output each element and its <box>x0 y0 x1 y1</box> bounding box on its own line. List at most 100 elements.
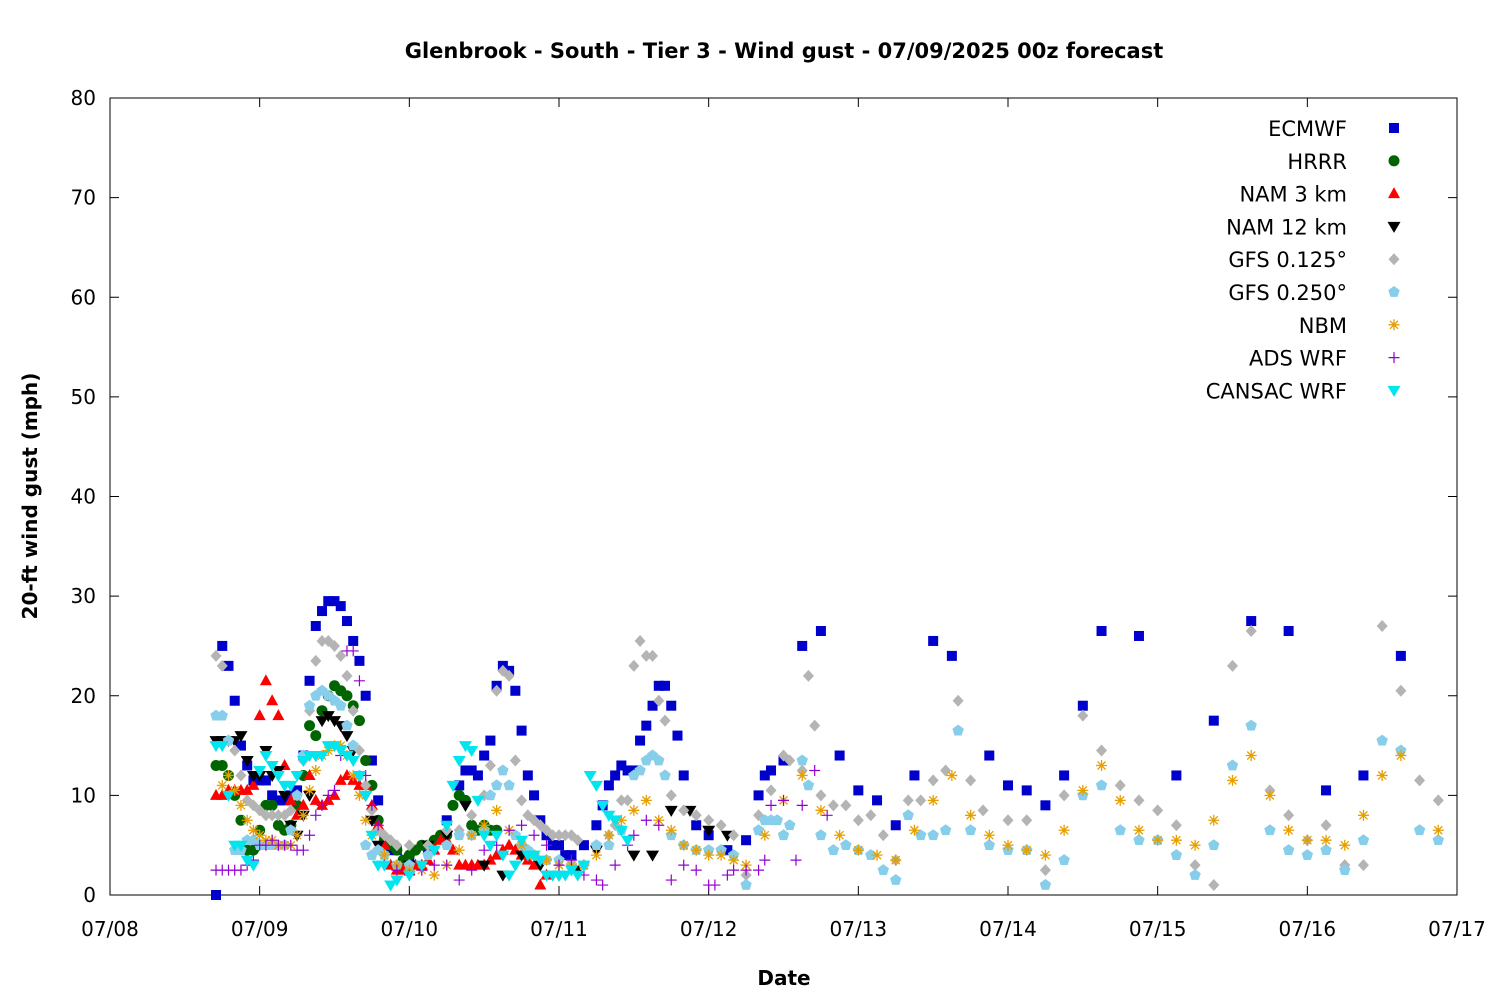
data-point-gfs-0-250 <box>1376 734 1388 746</box>
data-point-cansac-wrf <box>614 825 628 837</box>
data-point-nam-12-km <box>702 825 716 837</box>
data-point-nam-12-km <box>240 756 254 768</box>
data-point-cansac-wrf <box>483 840 497 852</box>
data-point-gfs-0-250 <box>1226 759 1239 771</box>
data-point-gfs-0-250 <box>902 809 914 821</box>
data-point-nbm <box>347 769 359 781</box>
data-point-nbm <box>304 784 316 796</box>
data-point-ecmwf <box>335 601 346 612</box>
data-point-gfs-0-125 <box>927 774 939 787</box>
data-point-gfs-0-125 <box>1021 814 1033 827</box>
data-point-ads-wrf <box>765 799 777 811</box>
data-point-gfs-0-250 <box>303 699 316 711</box>
data-point-gfs-0-125 <box>1189 859 1201 872</box>
data-point-cansac-wrf <box>334 746 348 758</box>
data-point-gfs-0-250 <box>1282 844 1295 856</box>
data-point-gfs-0-125 <box>1432 794 1444 807</box>
data-point-ads-wrf <box>266 834 278 846</box>
data-point-gfs-0-125 <box>1208 879 1220 892</box>
data-point-nam-3-km <box>216 788 229 800</box>
data-point-gfs-0-250 <box>1264 824 1276 836</box>
data-point-nbm <box>229 784 241 796</box>
x-axis-title: Date <box>757 966 810 990</box>
data-point-ads-wrf <box>478 844 490 856</box>
data-point-nbm <box>428 869 440 881</box>
data-point-ecmwf <box>323 596 334 607</box>
data-point-cansac-wrf <box>221 790 235 802</box>
data-point-nbm <box>254 829 266 841</box>
data-point-gfs-0-250 <box>827 844 840 856</box>
data-point-ecmwf <box>360 690 371 701</box>
data-point-gfs-0-125 <box>235 769 247 782</box>
data-point-ads-wrf <box>316 799 328 811</box>
data-point-gfs-0-125 <box>1414 774 1426 787</box>
y-tick-label: 40 <box>71 485 96 509</box>
data-point-ecmwf <box>1246 616 1257 627</box>
data-point-nam-3-km <box>340 768 353 780</box>
data-point-nam-3-km <box>446 843 459 855</box>
data-point-ecmwf <box>797 640 808 651</box>
data-point-gfs-0-125 <box>503 669 515 682</box>
data-point-nam-3-km <box>272 709 285 721</box>
data-point-gfs-0-250 <box>1357 834 1370 846</box>
data-point-ecmwf <box>485 735 496 746</box>
data-point-cansac-wrf <box>290 770 304 782</box>
data-point-cansac-wrf <box>515 835 529 847</box>
data-point-ads-wrf <box>503 824 515 836</box>
data-point-gfs-0-250 <box>422 849 434 860</box>
legend-label-ads-wrf: ADS WRF <box>1249 347 1347 371</box>
data-point-gfs-0-125 <box>260 809 272 822</box>
data-point-ads-wrf <box>391 864 403 876</box>
data-point-ecmwf <box>235 740 246 751</box>
data-point-gfs-0-125 <box>1096 744 1108 757</box>
data-point-ads-wrf <box>372 819 384 831</box>
legend-marker-gfs-0-250 <box>1388 286 1400 297</box>
data-point-gfs-0-125 <box>640 649 652 662</box>
data-point-gfs-0-125 <box>1077 709 1089 722</box>
data-point-cansac-wrf <box>502 870 516 882</box>
data-point-ecmwf <box>510 685 521 696</box>
data-point-nbm <box>1245 750 1257 762</box>
data-point-cansac-wrf <box>384 880 398 892</box>
data-point-gfs-0-250 <box>927 829 939 841</box>
data-point-gfs-0-125 <box>1170 819 1182 832</box>
data-point-cansac-wrf <box>571 870 585 882</box>
data-point-gfs-0-250 <box>216 709 228 721</box>
data-point-nbm <box>965 809 977 821</box>
data-point-nam-3-km <box>490 848 503 860</box>
data-point-cansac-wrf <box>583 770 597 782</box>
data-point-ecmwf <box>616 760 627 771</box>
data-point-nbm <box>241 814 253 826</box>
y-tick-label: 60 <box>71 285 96 309</box>
data-point-cansac-wrf <box>602 810 616 822</box>
data-point-ecmwf <box>1358 770 1369 781</box>
chart-title: Glenbrook - South - Tier 3 - Wind gust -… <box>405 39 1164 63</box>
data-point-gfs-0-250 <box>939 824 952 836</box>
data-point-gfs-0-250 <box>634 764 646 776</box>
data-point-gfs-0-250 <box>914 829 927 841</box>
data-point-ecmwf <box>1283 625 1294 636</box>
data-point-gfs-0-250 <box>1039 879 1052 890</box>
data-point-gfs-0-125 <box>728 829 740 842</box>
data-point-gfs-0-125 <box>559 829 571 842</box>
data-point-cansac-wrf <box>365 830 379 842</box>
data-point-gfs-0-125 <box>915 794 927 807</box>
data-point-ecmwf <box>229 695 240 706</box>
data-point-cansac-wrf <box>246 860 260 872</box>
data-point-ecmwf <box>529 790 540 801</box>
data-point-ecmwf <box>479 750 490 761</box>
data-point-gfs-0-125 <box>678 804 690 817</box>
y-tick-label: 0 <box>83 883 96 907</box>
data-point-nbm <box>759 829 771 841</box>
data-point-ads-wrf <box>753 864 765 876</box>
data-point-gfs-0-125 <box>827 799 839 812</box>
data-point-nam-3-km <box>266 694 279 706</box>
data-point-gfs-0-250 <box>359 839 372 851</box>
data-point-gfs-0-250 <box>659 769 671 781</box>
data-point-gfs-0-250 <box>347 739 359 751</box>
data-point-nbm <box>1357 809 1369 821</box>
x-axis: 07/08 07/09 07/10 07/11 07/12 07/13 07/14 07/15… <box>81 98 1486 941</box>
data-point-gfs-0-125 <box>360 779 372 792</box>
data-point-gfs-0-125 <box>1133 794 1145 807</box>
